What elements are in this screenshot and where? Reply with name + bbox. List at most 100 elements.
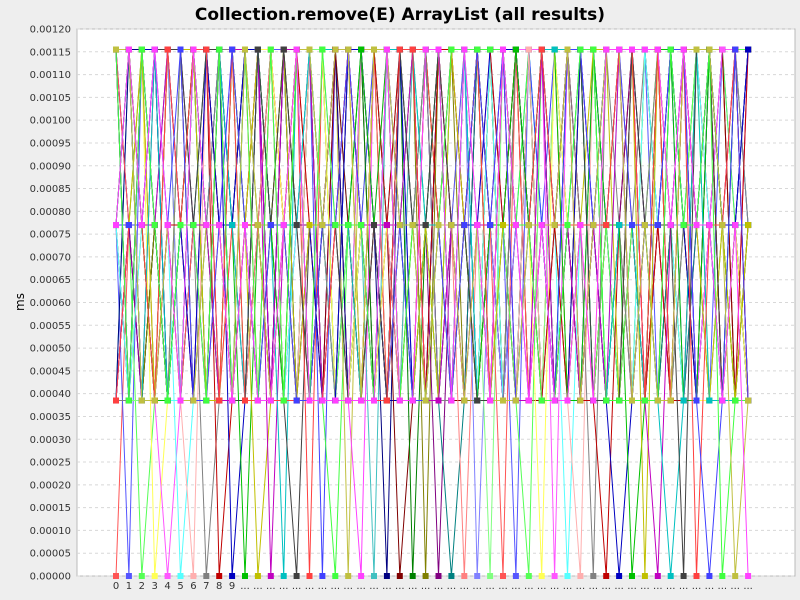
data-point xyxy=(254,46,261,53)
x-tick-label: 6 xyxy=(190,581,196,592)
x-tick-label: 4 xyxy=(164,581,170,592)
data-point xyxy=(629,397,635,404)
data-point xyxy=(693,573,700,579)
data-point xyxy=(203,573,210,579)
data-point xyxy=(616,222,623,229)
x-tick-label: ... xyxy=(318,581,328,592)
data-point xyxy=(151,397,158,404)
data-point xyxy=(461,46,468,53)
data-point xyxy=(113,573,119,579)
data-point xyxy=(590,397,597,404)
data-point xyxy=(512,573,519,579)
data-point xyxy=(422,573,429,579)
data-point xyxy=(577,46,584,53)
data-point xyxy=(745,46,752,53)
data-point xyxy=(448,46,455,53)
data-point xyxy=(564,573,571,579)
data-point xyxy=(113,222,119,229)
x-tick-label: ... xyxy=(331,581,341,592)
x-tick-label: ... xyxy=(511,581,521,592)
data-point xyxy=(577,573,584,579)
x-tick-label: ... xyxy=(627,581,637,592)
x-tick-label: ... xyxy=(614,581,624,592)
data-point xyxy=(138,573,145,579)
y-tick-label: 0.00005 xyxy=(30,549,71,560)
data-point xyxy=(551,46,558,53)
data-point xyxy=(745,222,752,229)
data-point xyxy=(680,573,687,579)
data-point xyxy=(474,397,481,404)
data-point xyxy=(267,397,274,404)
data-point xyxy=(164,573,171,579)
data-point xyxy=(487,222,494,229)
x-tick-label: ... xyxy=(498,581,508,592)
data-point xyxy=(551,573,558,579)
y-tick-label: 0.00095 xyxy=(30,138,71,149)
data-point xyxy=(396,46,403,53)
data-point xyxy=(267,46,274,53)
x-tick-label: 3 xyxy=(152,581,158,592)
data-point xyxy=(448,573,455,579)
x-tick-label: ... xyxy=(653,581,663,592)
data-point xyxy=(216,397,223,404)
y-tick-label: 0.00060 xyxy=(30,298,71,309)
data-point xyxy=(641,573,648,579)
data-point xyxy=(242,222,248,229)
data-point xyxy=(409,397,416,404)
data-point xyxy=(435,397,442,404)
y-tick-label: 0.00085 xyxy=(30,184,71,195)
data-point xyxy=(358,397,365,404)
data-point xyxy=(138,397,145,404)
data-point xyxy=(577,397,584,404)
data-point xyxy=(267,573,274,579)
x-tick-label: ... xyxy=(550,581,560,592)
data-point xyxy=(474,46,481,53)
x-tick-label: ... xyxy=(589,581,599,592)
data-point xyxy=(113,46,119,53)
x-tick-label: ... xyxy=(447,581,457,592)
data-point xyxy=(500,573,506,579)
data-point xyxy=(590,222,597,229)
data-point xyxy=(306,397,313,404)
data-point xyxy=(654,46,661,53)
x-tick-label: ... xyxy=(266,581,276,592)
data-point xyxy=(242,46,248,53)
data-point xyxy=(693,46,700,53)
x-tick-label: ... xyxy=(434,581,444,592)
y-axis-label: ms xyxy=(13,293,27,311)
x-tick-label: 9 xyxy=(229,581,235,592)
x-tick-label: ... xyxy=(395,581,405,592)
series-markers xyxy=(113,46,752,579)
data-point xyxy=(422,397,429,404)
data-point xyxy=(551,222,558,229)
data-point xyxy=(512,46,519,53)
y-tick-label: 0.00055 xyxy=(30,321,71,332)
data-point xyxy=(512,222,519,229)
data-point xyxy=(332,46,339,53)
data-point xyxy=(680,46,687,53)
y-tick-label: 0.00120 xyxy=(30,25,71,36)
data-point xyxy=(512,397,519,404)
data-point xyxy=(358,573,365,579)
data-point xyxy=(448,222,455,229)
data-point xyxy=(654,222,661,229)
data-point xyxy=(383,222,390,229)
x-tick-label: ... xyxy=(408,581,418,592)
data-point xyxy=(293,46,300,53)
y-tick-label: 0.00010 xyxy=(30,526,71,537)
data-point xyxy=(564,46,571,53)
data-point xyxy=(125,222,132,229)
y-tick-label: 0.00020 xyxy=(30,480,71,491)
data-point xyxy=(254,573,261,579)
data-point xyxy=(164,397,171,404)
data-point xyxy=(409,46,416,53)
data-point xyxy=(280,573,287,579)
data-point xyxy=(525,222,532,229)
data-point xyxy=(551,397,558,404)
data-point xyxy=(242,397,248,404)
data-point xyxy=(538,46,545,53)
data-point xyxy=(564,397,571,404)
data-point xyxy=(461,573,468,579)
data-point xyxy=(719,397,726,404)
